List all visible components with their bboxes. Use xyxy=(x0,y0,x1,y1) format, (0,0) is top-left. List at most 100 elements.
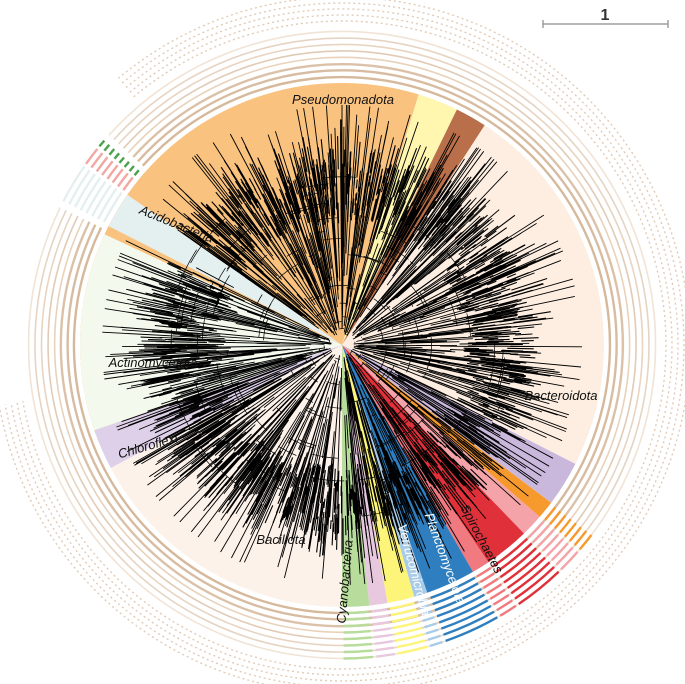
ring-clade-marker xyxy=(133,169,140,177)
ring-clade-marker xyxy=(85,180,107,214)
ring-clade-marker xyxy=(373,627,391,632)
clade-label-pseudomonadota: Pseudomonadota xyxy=(292,92,394,107)
ring-clade-marker xyxy=(440,604,492,630)
scale-bar-label: 1 xyxy=(601,7,610,24)
ring-clade-marker xyxy=(118,156,125,164)
ring-clade-marker xyxy=(371,614,389,619)
ring-clade-marker xyxy=(393,620,421,630)
ring-clade-marker xyxy=(343,642,372,647)
ring-clade-marker xyxy=(549,510,562,525)
ring-clade-marker xyxy=(85,148,99,165)
ring-clade-marker xyxy=(90,152,104,169)
ring-clade-marker xyxy=(390,608,417,617)
ring-clade-marker xyxy=(568,526,582,542)
ring-clade-marker xyxy=(343,610,369,615)
clade-label-actinomycetota: Actinomycetota xyxy=(108,355,198,370)
clade-label-bacillota: Bacillota xyxy=(256,532,305,547)
ring-clade-marker xyxy=(397,645,428,655)
ring-clade-marker xyxy=(101,160,114,176)
ring-clade-marker xyxy=(503,552,542,584)
annotation-ring xyxy=(53,56,631,634)
ring-clade-marker xyxy=(445,616,498,643)
annotation-ring xyxy=(40,43,644,647)
ring-clade-marker xyxy=(106,164,119,180)
outer-data-ring xyxy=(4,2,685,684)
ring-clade-marker xyxy=(492,594,510,606)
ring-clade-marker xyxy=(389,601,415,610)
ring-clade-marker xyxy=(551,542,569,561)
ring-clade-marker xyxy=(476,567,492,578)
ring-clade-marker xyxy=(374,633,392,639)
ring-clade-marker xyxy=(443,610,495,636)
ring-clade-marker xyxy=(479,572,495,584)
annotation-ring xyxy=(27,30,657,660)
ring-clade-marker xyxy=(483,577,499,589)
ring-clade-marker xyxy=(128,165,135,172)
ring-clade-marker xyxy=(123,161,130,168)
ring-clade-marker xyxy=(343,629,371,634)
ring-clade-marker xyxy=(563,522,577,538)
ring-clade-marker xyxy=(416,597,429,604)
ring-clade-marker xyxy=(492,537,529,568)
ring-clade-marker xyxy=(554,514,567,529)
ring-clade-marker xyxy=(343,616,370,621)
ring-clade-marker xyxy=(68,169,91,205)
ring-clade-marker xyxy=(111,168,124,184)
ring-clade-marker xyxy=(555,546,574,566)
outer-data-ring xyxy=(10,8,679,682)
ring-clade-marker xyxy=(62,165,86,202)
ring-clade-marker xyxy=(395,633,424,642)
ring-clade-marker xyxy=(79,176,102,211)
ring-clade-marker xyxy=(102,191,123,223)
ring-clade-marker xyxy=(546,538,564,557)
ring-clade-marker xyxy=(422,616,435,623)
ring-clade-marker xyxy=(434,588,482,612)
ring-clade-marker xyxy=(97,188,118,220)
ring-clade-marker xyxy=(430,576,476,600)
ring-clade-marker xyxy=(98,139,106,148)
ring-clade-marker xyxy=(122,176,134,191)
clade-label-bacteroidota: Bacteroidota xyxy=(525,388,598,403)
ring-clade-marker xyxy=(486,583,503,595)
ring-clade-marker xyxy=(343,623,371,628)
ring-clade-marker xyxy=(496,542,533,573)
ring-clade-marker xyxy=(573,530,588,546)
ring-clade-marker xyxy=(427,634,441,641)
ring-clade-marker xyxy=(438,599,489,624)
ring-clade-marker xyxy=(95,156,109,173)
ring-clade-marker xyxy=(499,604,517,617)
ring-clade-marker xyxy=(391,614,419,623)
ring-clade-marker xyxy=(507,556,546,589)
ring-clade-marker xyxy=(113,152,121,160)
annotation-ring xyxy=(72,75,612,615)
ring-clade-marker xyxy=(489,588,506,600)
ring-clade-marker xyxy=(537,529,555,547)
tree-branches xyxy=(102,104,583,585)
tip-branches xyxy=(128,136,551,557)
ring-clade-marker xyxy=(117,172,129,188)
ring-clade-marker xyxy=(544,506,557,521)
ring-clade-marker xyxy=(528,521,545,538)
ring-clade-marker xyxy=(375,646,394,652)
ring-clade-marker xyxy=(514,566,555,600)
annotation-ring xyxy=(34,37,650,653)
clade-label-cyanobacteria: Cyanobacteria xyxy=(333,539,355,624)
ring-clade-marker xyxy=(560,551,579,571)
ring-clade-marker xyxy=(376,652,396,658)
annotation-ring xyxy=(66,69,618,621)
ring-clade-marker xyxy=(374,640,393,645)
ring-clade-marker xyxy=(418,603,431,610)
ring-clade-marker xyxy=(436,593,485,618)
ring-clade-marker xyxy=(578,534,593,551)
ring-clade-marker xyxy=(559,518,572,534)
scale-bar: 1 xyxy=(542,7,669,28)
internal-branches xyxy=(170,176,506,517)
ring-clade-marker xyxy=(343,649,373,654)
ring-clade-marker xyxy=(496,599,513,612)
ring-clade-marker xyxy=(371,608,388,613)
ring-clade-marker xyxy=(432,582,479,606)
annotation-ring xyxy=(59,63,624,628)
